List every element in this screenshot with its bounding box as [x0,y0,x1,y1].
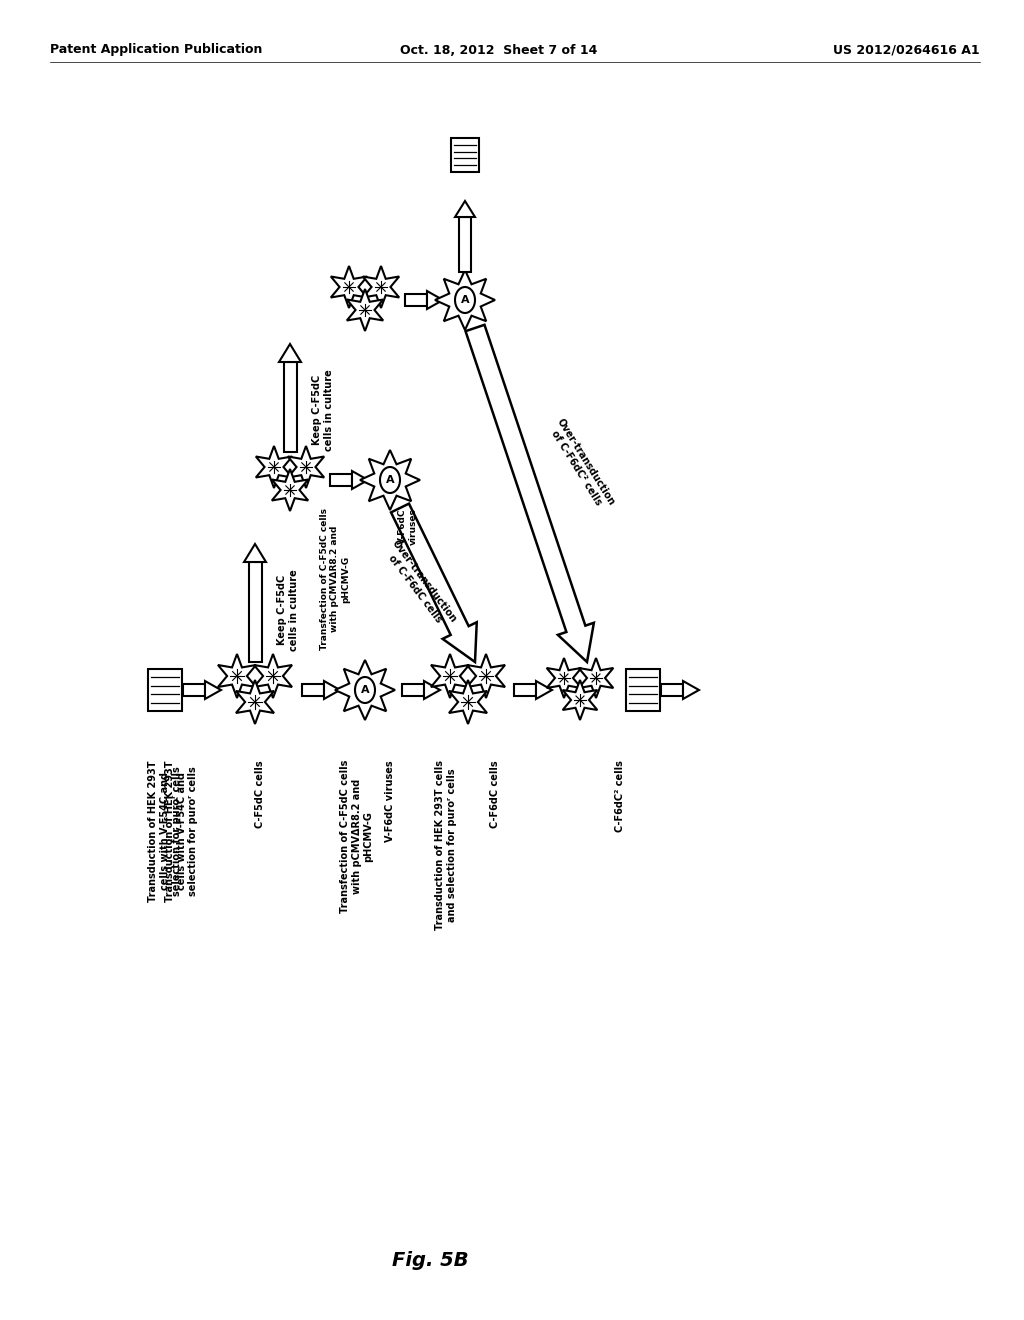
Text: Oct. 18, 2012  Sheet 7 of 14: Oct. 18, 2012 Sheet 7 of 14 [400,44,597,57]
Text: Keep C-F5dC
cells in culture: Keep C-F5dC cells in culture [278,569,299,651]
Polygon shape [466,325,594,663]
Polygon shape [236,680,274,723]
Polygon shape [467,653,505,698]
Polygon shape [424,681,440,700]
Polygon shape [279,345,301,362]
Polygon shape [536,681,552,700]
Bar [514,684,536,696]
Polygon shape [391,504,477,663]
Bar [302,684,324,696]
Bar [183,684,205,696]
Bar [662,684,683,696]
Text: Transduction of HEK 293T
cells with V-F54C and
selection for puroʳ cells: Transduction of HEK 293T cells with V-F5… [165,760,199,902]
Bar [249,562,261,663]
Polygon shape [683,681,699,700]
Polygon shape [547,657,582,698]
Bar [284,362,297,451]
Polygon shape [449,680,487,723]
Polygon shape [347,289,383,331]
Polygon shape [271,469,308,511]
Polygon shape [435,271,495,330]
Bar [148,669,182,711]
Polygon shape [579,657,613,698]
Text: V-F6dC viruses: V-F6dC viruses [385,760,395,842]
Text: Keep C-F5dC
cells in culture: Keep C-F5dC cells in culture [312,370,334,451]
Bar [406,294,427,306]
Text: C-F6dC cells: C-F6dC cells [490,760,500,828]
Text: Over-transduction
of C-F6dC² cells: Over-transduction of C-F6dC² cells [545,417,616,513]
Polygon shape [362,267,399,308]
Text: US 2012/0264616 A1: US 2012/0264616 A1 [834,44,980,57]
Text: Transfection of C-F5dC cells
with pCMVΔR8.2 and
pHCMV-G: Transfection of C-F5dC cells with pCMVΔR… [340,760,373,913]
Polygon shape [562,680,597,719]
Polygon shape [431,653,469,698]
Polygon shape [218,653,256,698]
Polygon shape [335,660,395,719]
Text: A: A [360,685,370,696]
Text: Transduction of HEK 293T cells
and selection for puroʳ cells: Transduction of HEK 293T cells and selec… [435,760,457,931]
Text: Transfection of C-F5dC cells
with pCMVΔR8.2 and
pHCMV-G: Transfection of C-F5dC cells with pCMVΔR… [319,508,350,649]
Text: V-F6dC
viruses: V-F6dC viruses [398,508,418,545]
Ellipse shape [380,467,400,492]
Text: Transduction of HEK 293T
cells with V-F54C and
selection for puroʳ cells: Transduction of HEK 293T cells with V-F5… [148,760,181,902]
Polygon shape [360,450,420,510]
Bar [451,139,479,172]
Polygon shape [324,681,340,700]
Bar [626,669,660,711]
Polygon shape [244,544,266,562]
Bar [330,474,352,486]
Ellipse shape [355,677,375,704]
Ellipse shape [455,286,475,313]
Text: C-F5dC cells: C-F5dC cells [255,760,265,828]
Polygon shape [254,653,292,698]
Polygon shape [352,471,368,488]
Text: Over-transduction
of C-F6dC cells: Over-transduction of C-F6dC cells [381,539,459,631]
Bar [402,684,424,696]
Polygon shape [288,446,325,488]
Polygon shape [331,267,368,308]
Polygon shape [205,681,221,700]
Text: A: A [386,475,394,484]
Polygon shape [455,201,475,216]
Text: Fig. 5B: Fig. 5B [392,1250,468,1270]
Bar [459,216,471,272]
Text: A: A [461,294,469,305]
Polygon shape [256,446,292,488]
Text: Patent Application Publication: Patent Application Publication [50,44,262,57]
Text: C-F6dC² cells: C-F6dC² cells [615,760,625,832]
Polygon shape [427,290,443,309]
